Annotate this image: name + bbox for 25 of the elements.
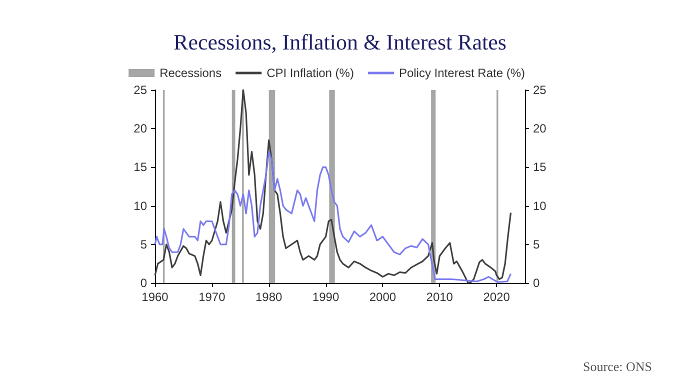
y-tick-label: 5 (140, 237, 148, 252)
y2-tick-label: 5 (533, 237, 540, 252)
x-tick-label: 2000 (369, 290, 396, 304)
y-tick-label: 25 (134, 83, 148, 97)
y2-tick-label: 10 (533, 198, 547, 213)
legend-label: Policy Interest Rate (%) (398, 66, 526, 80)
x-tick-label: 2020 (483, 290, 510, 304)
y2-tick-label: 20 (533, 122, 547, 136)
x-tick-label: 1970 (198, 290, 226, 304)
x-tick-label: 2010 (426, 290, 454, 304)
y2-tick-label: 0 (533, 276, 540, 290)
source-note: Source: ONS (583, 359, 652, 374)
legend-label: CPI Inflation (%) (266, 66, 354, 80)
x-tick-label: 1980 (255, 290, 283, 304)
y2-tick-label: 25 (533, 83, 547, 97)
y-tick-label: 15 (134, 160, 148, 174)
y2-tick-label: 15 (533, 160, 547, 174)
chart-title: Recessions, Inflation & Interest Rates (174, 30, 506, 54)
line-series (154, 150, 512, 284)
x-tick-label: 1990 (312, 290, 340, 304)
y-tick-label: 0 (140, 276, 148, 290)
legend-label: Recessions (160, 66, 222, 80)
y-tick-label: 20 (134, 122, 148, 136)
y-tick-label: 10 (134, 198, 148, 213)
x-tick-label: 1960 (142, 290, 169, 304)
